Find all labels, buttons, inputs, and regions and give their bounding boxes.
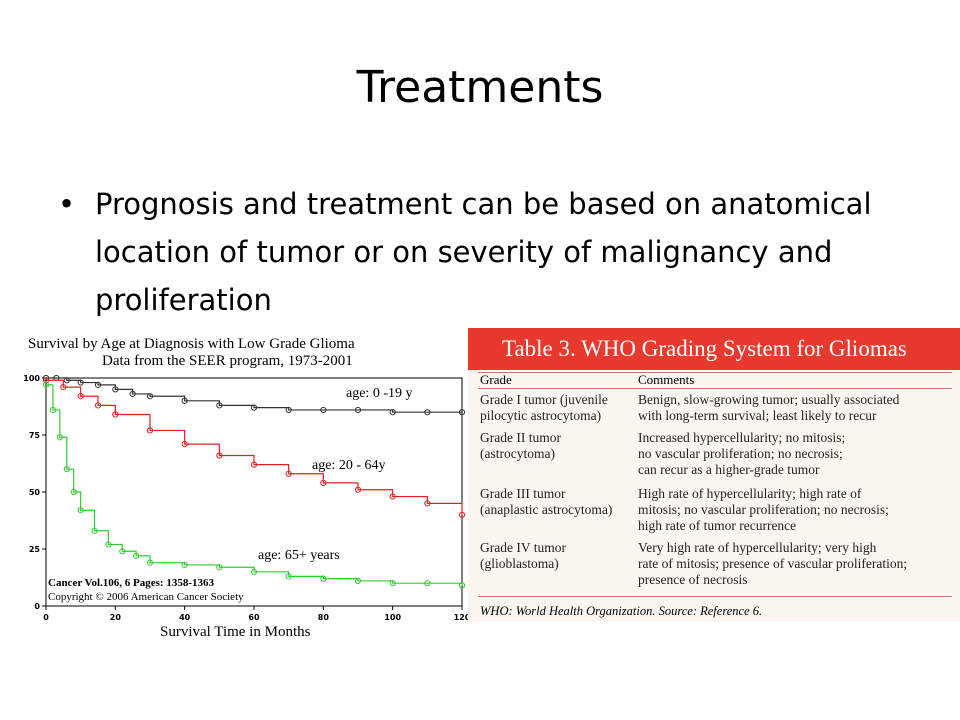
series-2-point-3 <box>63 466 70 473</box>
series-2-point-16 <box>354 577 362 585</box>
series-0-point-11 <box>285 406 292 414</box>
y-tick-label-4: 100 <box>23 374 40 383</box>
x-tick-label-1: 20 <box>110 613 122 622</box>
series-2-point-11 <box>181 561 188 569</box>
series-2-point-15 <box>320 575 327 582</box>
survival-chart-canvas: 0 20 40 60 80 100 120 0 25 50 75 100 <box>23 374 470 622</box>
series-2-point-2 <box>56 434 63 441</box>
series-2-point-9 <box>133 552 140 559</box>
series-0-point-10 <box>250 404 258 411</box>
y-tick-label-2: 50 <box>29 488 41 497</box>
x-tick-label-2: 40 <box>179 613 191 622</box>
series-0-point-9 <box>216 402 223 409</box>
series-line-1 <box>46 379 463 515</box>
series-2-point-4 <box>70 488 77 496</box>
column-header-grade: Grade <box>480 372 512 387</box>
series-1-point-13 <box>424 500 431 507</box>
x-tick-label-0: 0 <box>43 613 49 622</box>
table-cell-comments-3: High rate of hypercellularity; high rate… <box>638 486 889 533</box>
series-0-point-4 <box>94 381 102 388</box>
series-line-0 <box>46 377 462 413</box>
series-2-point-1 <box>49 406 57 414</box>
slide-title: Treatments <box>356 62 604 113</box>
series-1-point-6 <box>181 441 188 448</box>
chart-source-note: Cancer Vol.106, 6 Pages: 1358-1363 Copyr… <box>48 576 244 604</box>
table-cell-comments-4: Very high rate of hypercellularity; very… <box>638 540 908 587</box>
who-grading-table: Table 3. WHO Grading System for Gliomas … <box>468 328 960 622</box>
series-0-point-13 <box>354 406 362 414</box>
chart-title: Survival by Age at Diagnosis with Low Gr… <box>28 336 355 352</box>
series-1-point-10 <box>320 479 327 486</box>
series-label-20-64: age: 20 - 64y <box>312 458 386 473</box>
source-citation: Cancer Vol.106, 6 Pages: 1358-1363 <box>48 577 215 589</box>
table-cell-grade-2: Grade II tumor (astrocytoma) <box>480 430 561 461</box>
series-0-point-8 <box>181 397 188 404</box>
survival-chart: 0 20 40 60 80 100 120 0 25 50 75 100 Survival by Ag… <box>0 332 470 644</box>
series-1-point-4 <box>112 411 119 418</box>
series-2-point-14 <box>285 573 292 580</box>
table-rule-bottom <box>478 596 952 597</box>
x-tick-label-6: 120 <box>454 613 470 622</box>
table-cell-comments-2: Increased hypercellularity; no mitosis; … <box>638 430 846 477</box>
series-0-point-12 <box>320 406 327 414</box>
chart-subtitle: Data from the SEER program, 1973-2001 <box>102 353 353 369</box>
table-cell-comments-1: Benign, slow-growing tumor; usually asso… <box>638 392 900 423</box>
series-2-point-7 <box>105 541 112 548</box>
table-rule-top <box>478 372 952 373</box>
series-2-point-8 <box>119 548 126 555</box>
table-cell-grade-3: Grade III tumor (anaplastic astrocytoma) <box>480 486 613 517</box>
series-2-point-12 <box>216 564 223 571</box>
table-cell-grade-4: Grade IV tumor (glioblastoma) <box>480 540 566 571</box>
series-1-point-7 <box>216 452 223 459</box>
series-2-point-19 <box>458 582 466 589</box>
series-1-point-9 <box>285 470 292 477</box>
table-cell-grade-1: Grade I tumor (juvenile pilocytic astroc… <box>480 392 608 423</box>
series-0-point-3 <box>77 379 84 386</box>
series-1-point-8 <box>250 461 258 468</box>
series-1-point-1 <box>60 384 67 391</box>
series-0-point-7 <box>146 393 154 400</box>
y-tick-label-0: 0 <box>34 602 40 611</box>
series-2-point-10 <box>146 559 154 566</box>
series-label-65-plus: age: 65+ years <box>258 548 340 563</box>
table-footnote: WHO: World Health Organization. Source: … <box>480 604 763 618</box>
x-tick-label-5: 100 <box>384 613 401 622</box>
series-1-point-2 <box>77 393 84 400</box>
table-title: Table 3. WHO Grading System for Gliomas <box>468 328 960 370</box>
series-2-point-18 <box>424 580 431 587</box>
series-1-point-11 <box>354 486 362 493</box>
series-0-point-5 <box>112 386 119 393</box>
series-1-point-5 <box>146 427 154 434</box>
series-line-2 <box>46 384 463 586</box>
series-2-point-13 <box>250 568 258 575</box>
series-0-point-6 <box>129 390 136 398</box>
column-header-comments: Comments <box>638 372 695 387</box>
series-1-point-12 <box>389 493 396 500</box>
series-0-point-16 <box>458 409 466 416</box>
x-tick-label-3: 60 <box>248 613 260 622</box>
series-0-point-15 <box>424 409 431 416</box>
chart-title-block: Survival by Age at Diagnosis with Low Gr… <box>28 336 468 370</box>
y-tick-label-1: 25 <box>29 545 41 554</box>
series-2-point-17 <box>389 580 396 587</box>
bullet-point: • Prognosis and treatment can be based o… <box>58 180 918 324</box>
series-1-point-3 <box>94 402 102 409</box>
series-label-0-19: age: 0 -19 y <box>346 386 413 401</box>
series-1-point-0 <box>42 377 50 384</box>
table-rule-header <box>478 388 952 389</box>
x-axis-title: Survival Time in Months <box>160 624 311 640</box>
x-tick-label-4: 80 <box>318 613 330 622</box>
series-2-point-0 <box>42 381 50 388</box>
bullet-dot-icon: • <box>58 187 76 221</box>
series-0-point-14 <box>389 409 396 416</box>
series-2-point-6 <box>91 527 98 534</box>
series-0-point-2 <box>63 377 70 384</box>
source-copyright: Copyright © 2006 American Cancer Society <box>48 591 244 603</box>
series-2-point-5 <box>77 507 84 514</box>
bullet-text: Prognosis and treatment can be based on … <box>95 187 872 317</box>
y-tick-label-3: 75 <box>29 431 41 440</box>
series-1-point-14 <box>458 511 466 518</box>
